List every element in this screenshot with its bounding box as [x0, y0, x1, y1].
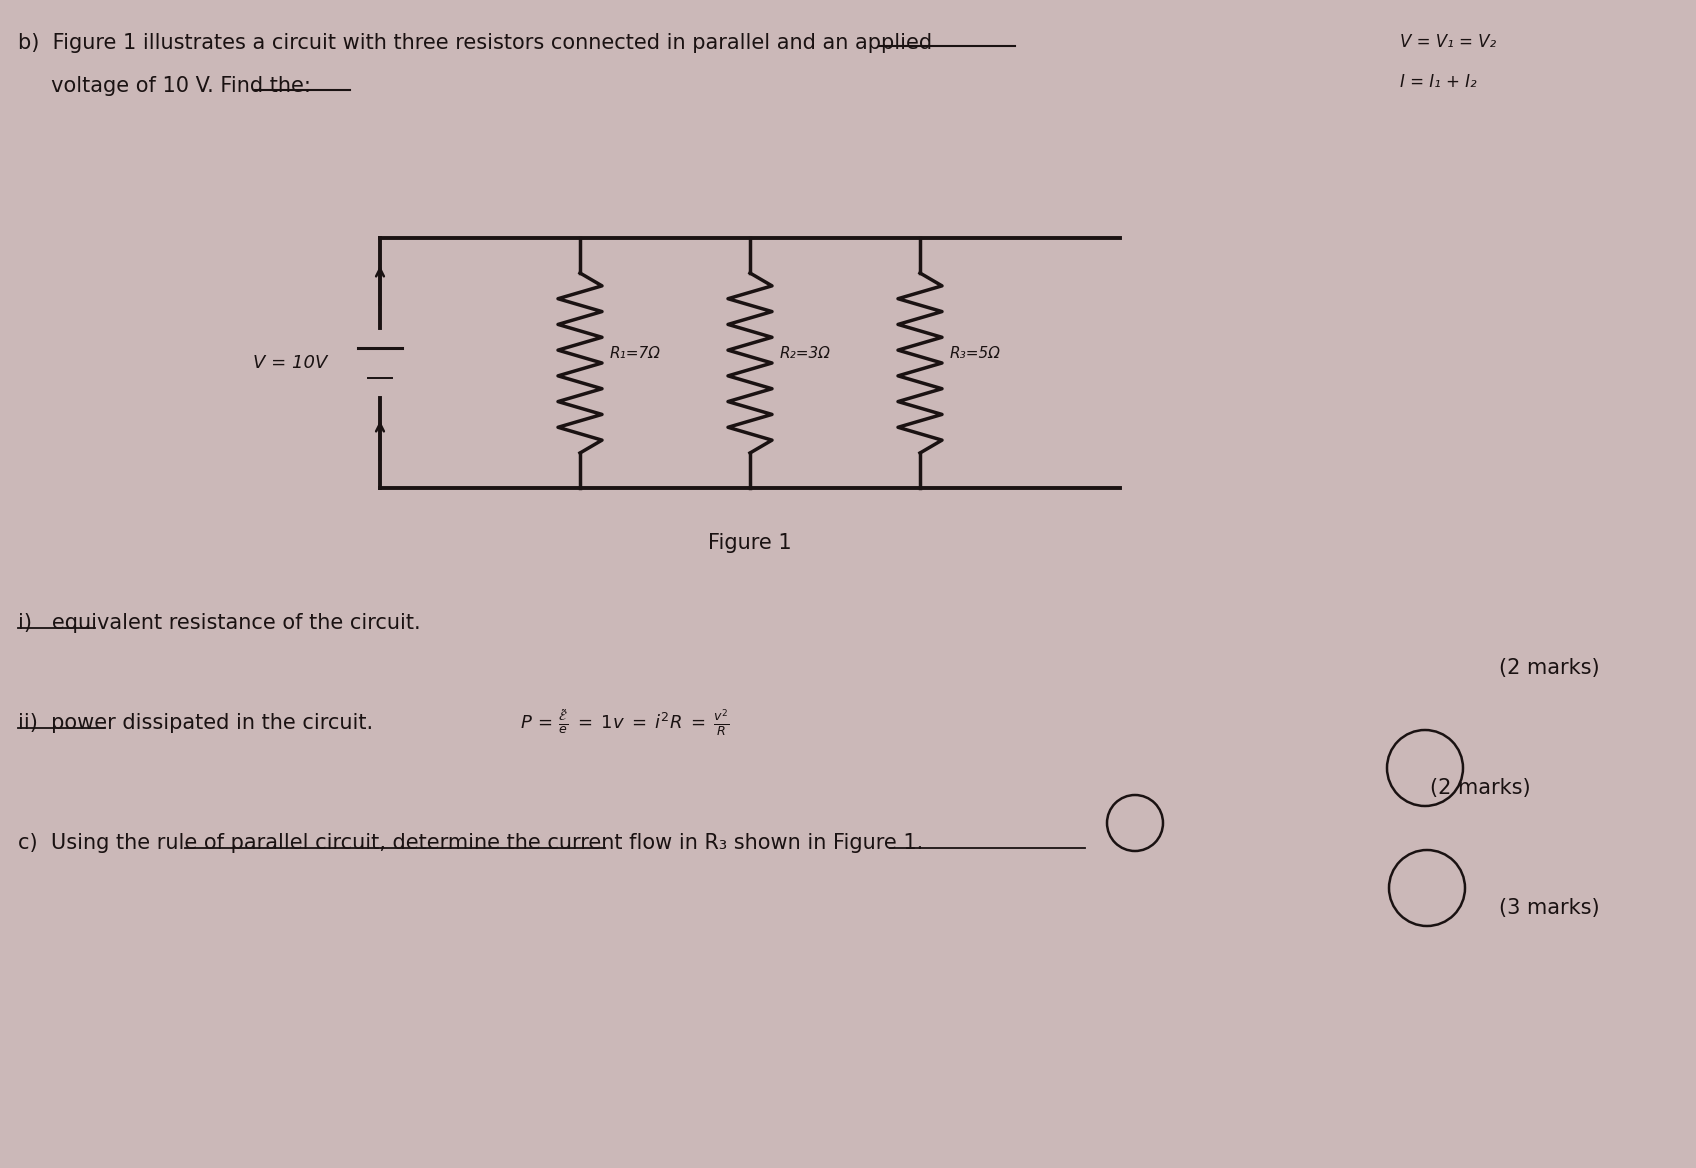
Text: (2 marks): (2 marks) — [1430, 778, 1530, 798]
Text: V = V₁ = V₂: V = V₁ = V₂ — [1399, 33, 1496, 51]
Text: c)  Using the rule of parallel circuit, determine the current flow in R₃ shown i: c) Using the rule of parallel circuit, d… — [19, 833, 923, 853]
Text: i)   equivalent resistance of the circuit.: i) equivalent resistance of the circuit. — [19, 613, 421, 633]
Text: Figure 1: Figure 1 — [709, 533, 792, 552]
Text: R₃=5Ω: R₃=5Ω — [950, 346, 1001, 361]
Text: ii)  power dissipated in the circuit.: ii) power dissipated in the circuit. — [19, 712, 373, 734]
Text: $P\,=\,\frac{\tilde{\mathcal{E}}}{e}\;=\;1v\;=\;i^2R\;=\;\frac{v^2}{R}$: $P\,=\,\frac{\tilde{\mathcal{E}}}{e}\;=\… — [521, 708, 729, 739]
Text: b)  Figure 1 illustrates a circuit with three resistors connected in parallel an: b) Figure 1 illustrates a circuit with t… — [19, 33, 933, 53]
Text: R₂=3Ω: R₂=3Ω — [780, 346, 831, 361]
Text: I = I₁ + I₂: I = I₁ + I₂ — [1399, 72, 1477, 91]
Text: R₁=7Ω: R₁=7Ω — [611, 346, 661, 361]
Text: (2 marks): (2 marks) — [1499, 658, 1599, 677]
Text: V = 10V: V = 10V — [253, 354, 327, 371]
Text: (3 marks): (3 marks) — [1499, 898, 1599, 918]
Text: voltage of 10 V. Find the:: voltage of 10 V. Find the: — [19, 76, 310, 96]
